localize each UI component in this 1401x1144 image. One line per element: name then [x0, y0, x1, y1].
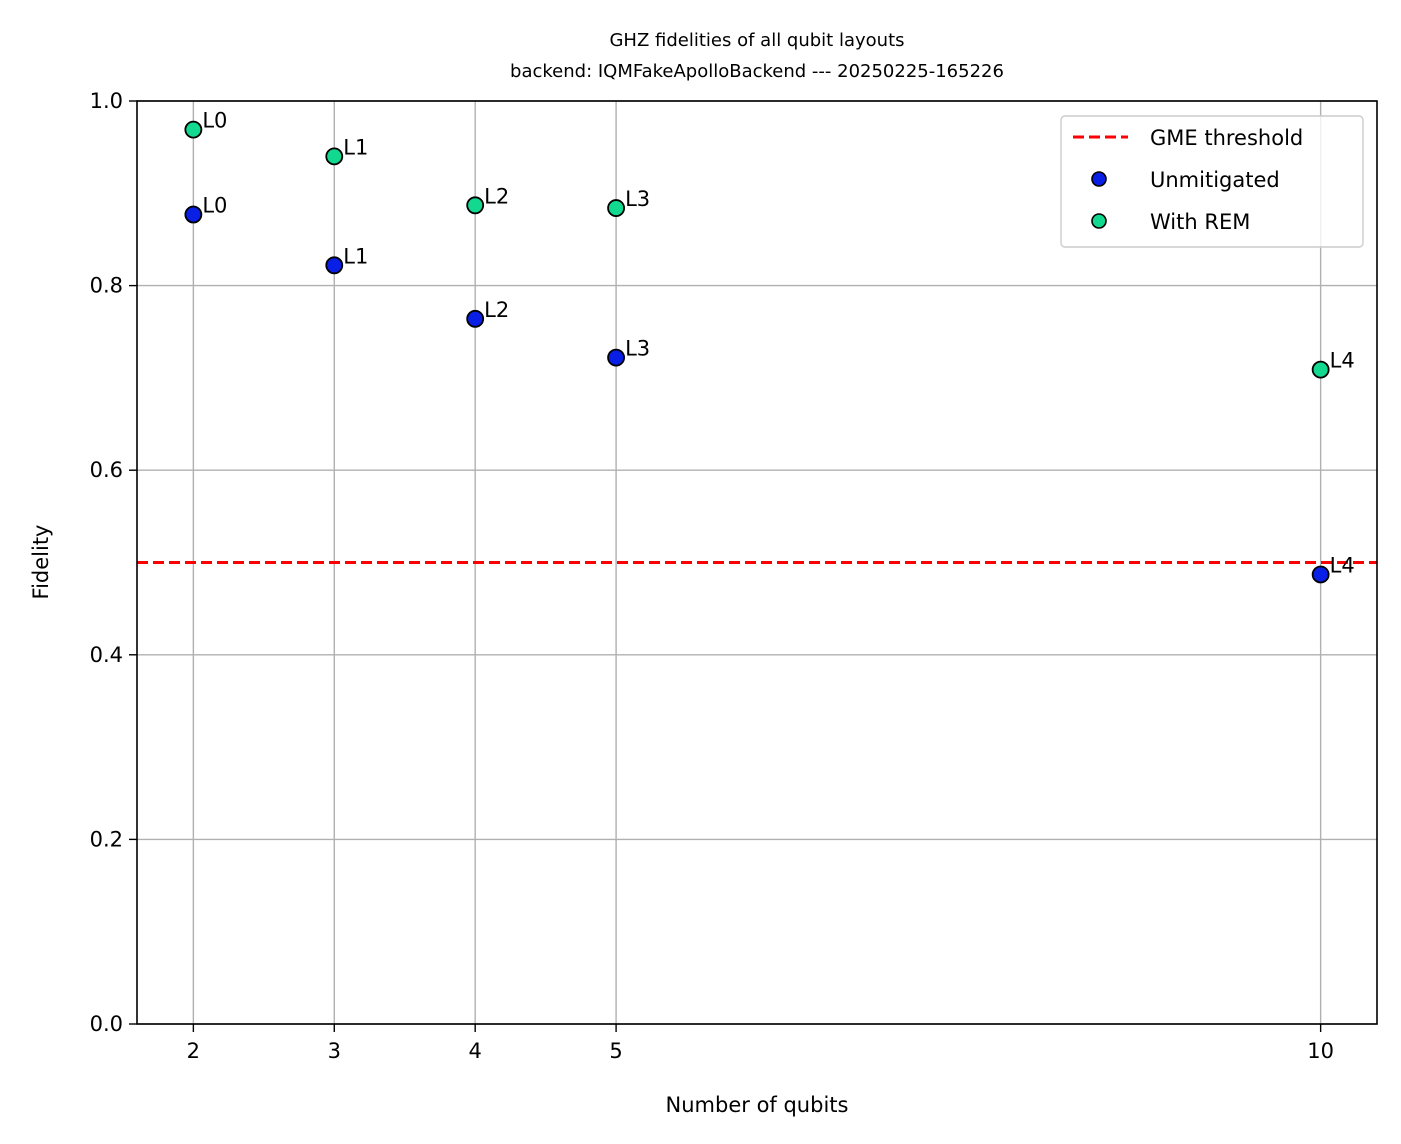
point-unmitigated [184, 205, 203, 224]
point-with-rem [1311, 360, 1330, 379]
point-label-with-rem: L4 [1330, 349, 1355, 373]
point-label-unmitigated: L4 [1330, 553, 1355, 577]
plot-frame [136, 100, 1378, 1025]
legend-marker-unmitigated [1091, 171, 1107, 187]
y-tick-label: 0.2 [90, 827, 123, 851]
point-label-unmitigated: L2 [484, 298, 509, 322]
point-label-unmitigated: L0 [202, 194, 227, 218]
y-tick-label: 0.8 [90, 274, 123, 298]
chart-subtitle: backend: IQMFakeApolloBackend --- 202502… [510, 61, 1004, 82]
point-label-unmitigated: L3 [625, 337, 650, 361]
y-axis-label: Fidelity [29, 525, 53, 600]
y-tick-label: 0.0 [90, 1012, 123, 1036]
point-with-rem [466, 196, 485, 215]
point-with-rem [184, 120, 203, 139]
y-axis: 0.0 0.2 0.4 0.6 0.8 1.0 [90, 89, 137, 1036]
point-label-unmitigated: L1 [343, 244, 368, 268]
point-with-rem [607, 199, 625, 217]
legend-label-with-rem: With REM [1150, 210, 1250, 234]
point-unmitigated [607, 348, 625, 367]
points-layer [184, 120, 1330, 584]
point-label-with-rem: L0 [202, 109, 227, 133]
chart-title: GHZ fidelities of all qubit layouts [609, 30, 904, 51]
x-tick-label: 5 [609, 1039, 622, 1063]
x-axis-label: Number of qubits [666, 1093, 849, 1117]
y-tick-label: 1.0 [90, 89, 123, 113]
legend: GME threshold Unmitigated With REM [1060, 115, 1364, 248]
x-tick-label: 3 [328, 1039, 341, 1063]
x-tick-label: 4 [468, 1039, 481, 1063]
legend-marker-with-rem [1091, 213, 1107, 229]
x-tick-label: 10 [1307, 1039, 1334, 1063]
point-unmitigated [466, 309, 485, 328]
point-unmitigated [1311, 565, 1330, 584]
y-tick-label: 0.6 [90, 458, 123, 482]
legend-box [1060, 115, 1364, 248]
point-label-with-rem: L2 [484, 184, 509, 208]
y-tick-label: 0.4 [90, 643, 123, 667]
legend-label-unmitigated: Unmitigated [1150, 168, 1280, 192]
point-label-with-rem: L1 [343, 135, 368, 159]
point-label-with-rem: L3 [625, 187, 650, 211]
point-labels-layer: L0 L1 L2 L3 L4 L0 L1 L2 L3 L4 [202, 109, 1354, 578]
x-tick-label: 2 [187, 1039, 200, 1063]
point-with-rem [325, 147, 344, 166]
x-axis: 2 3 4 5 10 [187, 1024, 1334, 1063]
point-unmitigated [325, 256, 344, 275]
legend-label-threshold: GME threshold [1150, 126, 1303, 150]
